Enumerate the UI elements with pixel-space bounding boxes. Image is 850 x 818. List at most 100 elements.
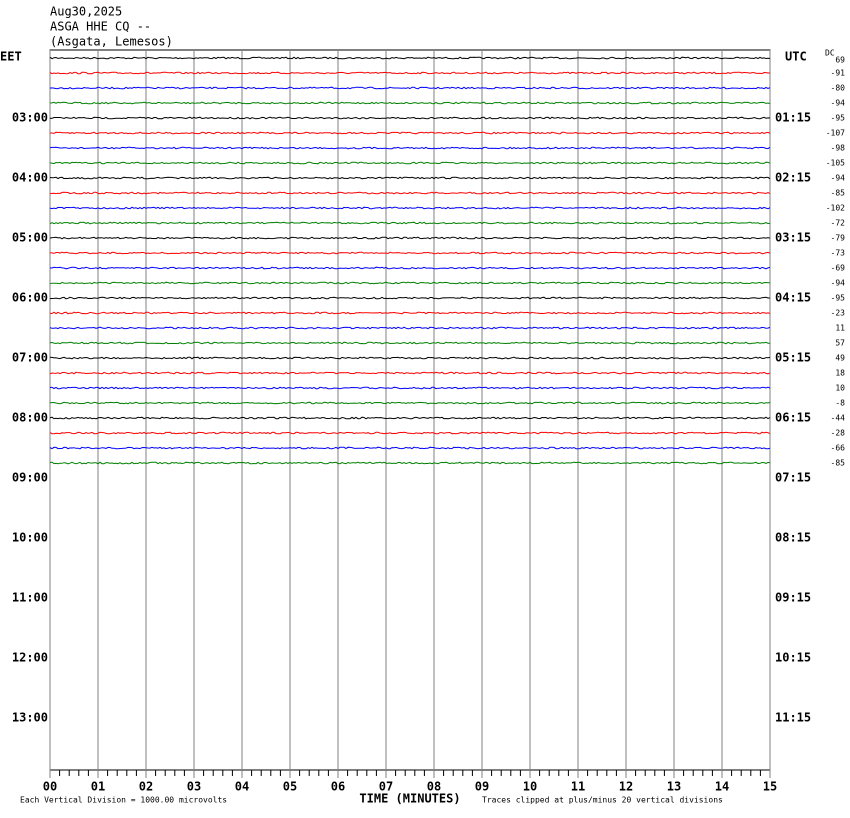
right-hour-label: 05:15: [775, 351, 811, 365]
trace: [49, 356, 771, 360]
x-tick-label: 09: [475, 780, 489, 794]
left-hour-label: 12:00: [12, 651, 48, 665]
dc-offset: 57: [835, 339, 845, 348]
trace: [49, 326, 771, 330]
x-tick-label: 07: [379, 780, 393, 794]
x-tick-label: 06: [331, 780, 345, 794]
scale-note: Each Vertical Division = 1000.00 microvo…: [20, 796, 227, 805]
trace: [49, 416, 771, 420]
left-hour-label: 09:00: [12, 471, 48, 485]
right-hour-label: 08:15: [775, 531, 811, 545]
dc-offset: -72: [831, 219, 846, 228]
trace: [49, 101, 771, 105]
title-line: ASGA HHE CQ --: [50, 20, 151, 34]
title-line: Aug30,2025: [50, 5, 122, 19]
right-hour-label: 01:15: [775, 111, 811, 125]
x-tick-label: 13: [667, 780, 681, 794]
x-tick-label: 12: [619, 780, 633, 794]
trace: [49, 221, 771, 225]
trace: [49, 161, 771, 165]
x-tick-label: 05: [283, 780, 297, 794]
dc-offset: -85: [831, 189, 846, 198]
left-hour-label: 10:00: [12, 531, 48, 545]
right-hour-label: 04:15: [775, 291, 811, 305]
dc-offset: -28: [831, 429, 846, 438]
trace: [49, 71, 771, 75]
dc-offset: -80: [831, 84, 846, 93]
dc-offset: -23: [831, 309, 846, 318]
x-tick-label: 14: [715, 780, 729, 794]
trace: [49, 176, 771, 180]
trace: [49, 386, 771, 390]
dc-offset: -102: [826, 204, 845, 213]
left-hour-label: 04:00: [12, 171, 48, 185]
trace: [50, 131, 771, 135]
right-header: UTC: [785, 50, 807, 64]
dc-offset: -44: [831, 414, 846, 423]
x-tick-label: 15: [763, 780, 777, 794]
dc-offset: -95: [831, 294, 846, 303]
dc-offset: -94: [831, 279, 846, 288]
dc-offset: -73: [831, 249, 846, 258]
x-tick-label: 02: [139, 780, 153, 794]
trace: [49, 146, 771, 150]
dc-offset: -107: [826, 129, 845, 138]
trace: [49, 401, 771, 405]
right-hour-label: 09:15: [775, 591, 811, 605]
dc-offset: -94: [831, 174, 846, 183]
dc-offset: 10: [835, 384, 845, 393]
x-tick-label: 10: [523, 780, 537, 794]
x-tick-label: 01: [91, 780, 105, 794]
right-hour-label: 03:15: [775, 231, 811, 245]
trace: [49, 56, 771, 60]
dc-offset: -105: [826, 159, 845, 168]
right-hour-label: 11:15: [775, 711, 811, 725]
dc-offset: 18: [835, 369, 845, 378]
dc-offset: -94: [831, 99, 846, 108]
trace: [49, 281, 771, 285]
left-hour-label: 05:00: [12, 231, 48, 245]
x-tick-label: 04: [235, 780, 249, 794]
dc-offset: -79: [831, 234, 846, 243]
right-hour-label: 07:15: [775, 471, 811, 485]
trace: [49, 206, 771, 210]
dc-offset: -69: [831, 264, 846, 273]
dc-offset: 49: [835, 354, 845, 363]
dc-offset: -8: [835, 399, 845, 408]
trace: [49, 446, 771, 450]
x-axis-label: TIME (MINUTES): [359, 792, 460, 806]
trace: [49, 86, 771, 90]
dc-offset: -98: [831, 144, 846, 153]
trace: [49, 191, 771, 195]
plot-frame: [49, 49, 771, 771]
x-tick-label: 03: [187, 780, 201, 794]
trace: [49, 236, 771, 240]
trace: [49, 371, 771, 375]
clip-note: Traces clipped at plus/minus 20 vertical…: [482, 796, 723, 805]
trace: [49, 431, 771, 435]
trace: [49, 296, 770, 300]
trace: [49, 341, 771, 345]
dc-offset: -85: [831, 459, 846, 468]
left-header: EET: [0, 50, 22, 64]
dc-header: DC: [825, 49, 835, 58]
x-tick-label: 00: [43, 780, 57, 794]
left-hour-label: 08:00: [12, 411, 48, 425]
trace: [49, 311, 771, 315]
left-hour-label: 11:00: [12, 591, 48, 605]
trace: [49, 461, 771, 465]
x-tick-label: 11: [571, 780, 585, 794]
dc-offset: -95: [831, 114, 846, 123]
title-line: (Asgata, Lemesos): [50, 35, 173, 49]
trace: [49, 266, 771, 270]
left-hour-label: 13:00: [12, 711, 48, 725]
trace: [49, 251, 771, 255]
dc-offset: -66: [831, 444, 846, 453]
dc-offset: 11: [835, 324, 845, 333]
dc-offset: -91: [831, 69, 846, 78]
left-hour-label: 07:00: [12, 351, 48, 365]
left-hour-label: 03:00: [12, 111, 48, 125]
right-hour-label: 02:15: [775, 171, 811, 185]
trace: [49, 116, 771, 120]
